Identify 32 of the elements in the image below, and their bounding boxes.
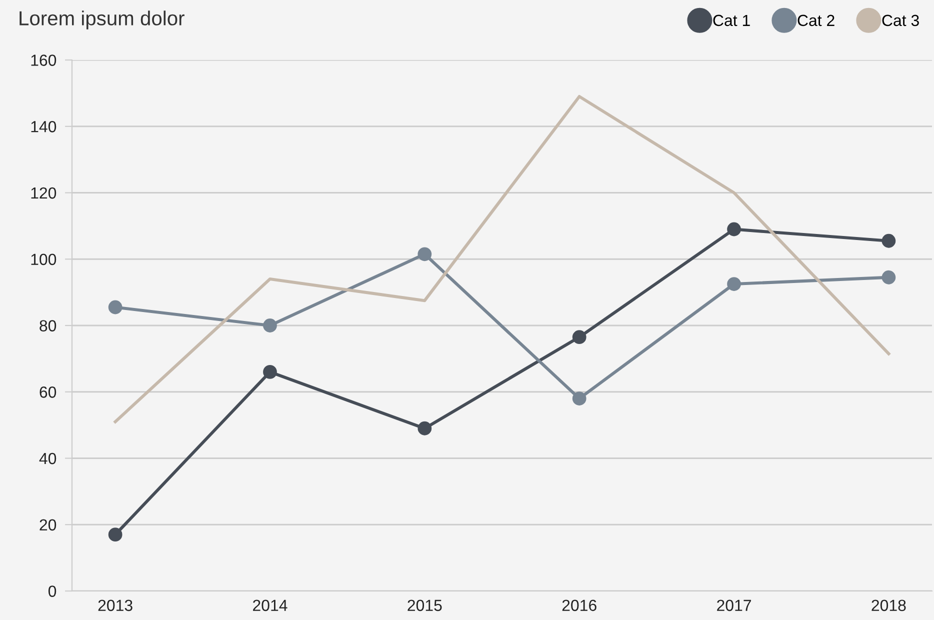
legend-label: Cat 3 <box>882 14 919 26</box>
point <box>263 318 277 332</box>
x-tick-label: 2017 <box>717 600 751 612</box>
x-tick-label: 2013 <box>98 600 132 612</box>
y-tick-label: 20 <box>40 519 56 531</box>
y-tick-label: 120 <box>31 187 56 199</box>
point <box>418 247 432 262</box>
point <box>108 528 122 542</box>
y-tick-label: 140 <box>31 121 56 132</box>
x-tick-label: 2018 <box>872 600 906 612</box>
point <box>727 277 741 291</box>
x-tick-label: 2016 <box>562 600 596 612</box>
line-series <box>114 94 890 424</box>
x-tick-label: 2014 <box>253 600 288 612</box>
point <box>572 330 586 344</box>
point <box>418 421 432 436</box>
y-tick-label: 160 <box>31 54 56 66</box>
legend-label: Cat 2 <box>798 14 834 26</box>
chart-title: Lorem ipsum dolor <box>20 10 184 30</box>
point <box>882 270 896 284</box>
x-tick-label: 2015 <box>408 600 442 612</box>
y-tick-label: 100 <box>31 254 56 266</box>
point <box>108 300 122 314</box>
point <box>727 222 741 236</box>
y-tick-label: 40 <box>39 452 56 464</box>
point <box>572 392 586 406</box>
point <box>882 234 896 248</box>
y-tick-label: 80 <box>40 320 56 332</box>
y-tick-label: 60 <box>40 386 56 398</box>
y-tick-label: 0 <box>48 586 56 597</box>
legend-label: Cat 1 <box>713 14 750 26</box>
point <box>263 365 277 379</box>
